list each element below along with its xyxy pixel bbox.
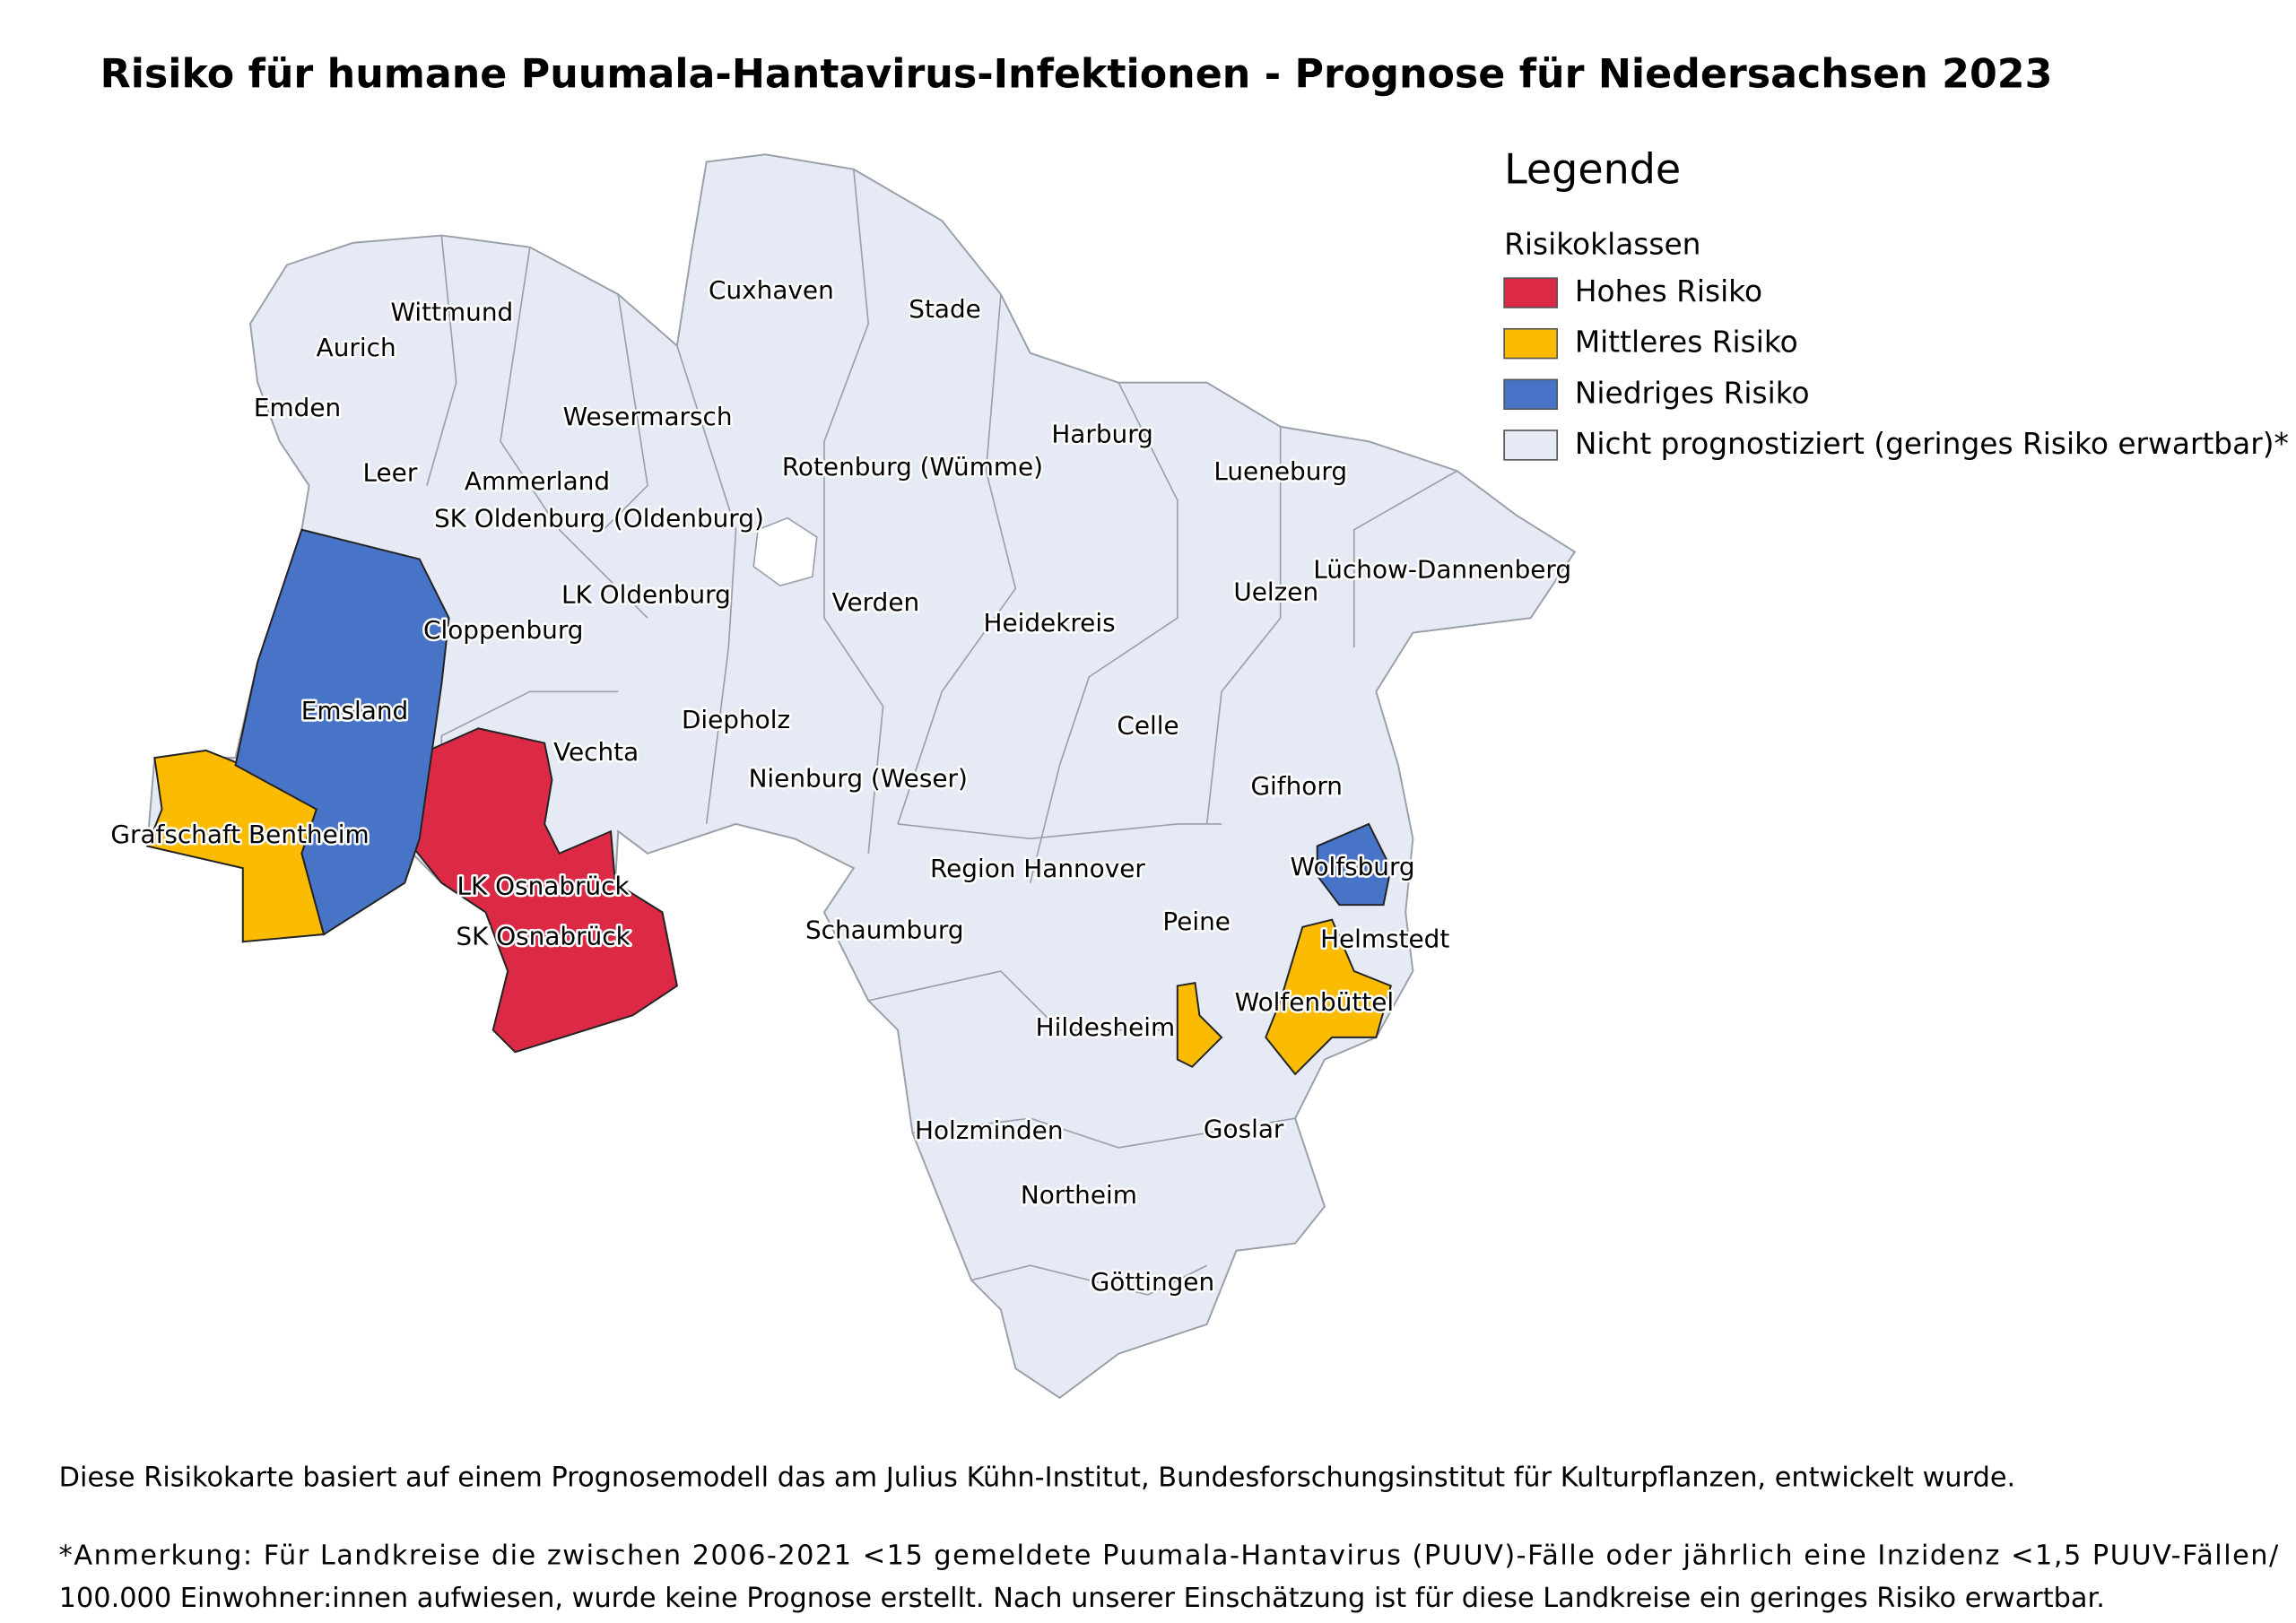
title: Risiko für humane Puumala-Hantavirus-Inf… bbox=[100, 51, 2053, 97]
region-label: Verden bbox=[832, 587, 920, 617]
region-label: LK Oldenburg bbox=[561, 580, 731, 610]
district-border bbox=[912, 1117, 1296, 1149]
district-border bbox=[1029, 382, 1178, 883]
district-border bbox=[897, 294, 1017, 825]
region-label: SK Osnabrück bbox=[456, 921, 631, 950]
region-label: Heidekreis bbox=[983, 608, 1115, 638]
region-label: Gifhorn bbox=[1250, 771, 1343, 801]
legend-label: Nicht prognostiziert (geringes Risiko er… bbox=[1575, 427, 2289, 461]
region-label: Emsland bbox=[301, 696, 408, 725]
region-label: Leer bbox=[362, 457, 417, 487]
district-area bbox=[234, 528, 450, 936]
district-area bbox=[1316, 822, 1392, 907]
district-area bbox=[1176, 982, 1223, 1068]
district-border bbox=[1205, 426, 1282, 825]
region-label: Wesermarsch bbox=[563, 402, 733, 431]
region-label: Goslar bbox=[1204, 1114, 1284, 1143]
region-labels: LK Osnabrück SK Osnabrück Grafschaft Benth… bbox=[109, 273, 1574, 1298]
district-border bbox=[1352, 470, 1458, 648]
legend-swatch bbox=[1503, 430, 1559, 461]
legend-swatch bbox=[1503, 378, 1559, 411]
region-label: Lueneburg bbox=[1213, 456, 1347, 486]
region-label: Northeim bbox=[1021, 1180, 1137, 1210]
legend-swatch bbox=[1503, 277, 1559, 308]
legend-subtitle: Risikoklassen bbox=[1504, 228, 1700, 262]
region-label: Helmstedt bbox=[1320, 924, 1449, 954]
region-label: Ammerland bbox=[465, 466, 610, 496]
footnote-line: *Anmerkung: Für Landkreise die zwischen … bbox=[59, 1541, 2279, 1572]
region-label: Lüchow-Dannenberg bbox=[1313, 555, 1571, 585]
region-label: Stade bbox=[909, 294, 981, 324]
region-label: Grafschaft Bentheim bbox=[110, 820, 369, 849]
district-border bbox=[603, 294, 648, 531]
bremen-gap bbox=[752, 516, 818, 587]
region-label: Aurich bbox=[317, 333, 396, 362]
region-label: Region Hannover bbox=[930, 854, 1145, 883]
region-label: Hildesheim bbox=[1036, 1012, 1176, 1042]
region-label: Rotenburg (Wümme) bbox=[782, 452, 1043, 482]
district-border bbox=[676, 345, 737, 825]
region-label: Emden bbox=[254, 393, 341, 422]
region-label: Diepholz bbox=[682, 705, 790, 734]
district-area bbox=[1265, 918, 1392, 1076]
region-label: Nienburg (Weser) bbox=[749, 764, 968, 794]
region-label: SK Oldenburg (Oldenburg) bbox=[434, 503, 764, 533]
legend-swatch bbox=[1503, 327, 1559, 360]
legend-label: Mittleres Risiko bbox=[1575, 325, 1798, 360]
region-label: Peine bbox=[1162, 907, 1231, 936]
district-border bbox=[868, 970, 1163, 1031]
region-label: Göttingen bbox=[1091, 1267, 1214, 1297]
district-border bbox=[897, 823, 1222, 840]
region-label: LK Osnabrück bbox=[457, 872, 630, 901]
region-label: Schaumburg bbox=[805, 916, 964, 945]
region-label: Wolfsburg bbox=[1291, 852, 1415, 881]
region-label: Wittmund bbox=[390, 298, 513, 327]
region-label: Celle bbox=[1117, 711, 1178, 741]
region-label: Vechta bbox=[553, 737, 639, 767]
region-label: Harburg bbox=[1051, 420, 1153, 449]
legend: Hohes Risiko Mittleres Risiko Niedriges Ri… bbox=[1503, 274, 2289, 461]
legend-label: Niedriges Risiko bbox=[1575, 376, 1810, 410]
region-label: Cloppenburg bbox=[423, 615, 584, 645]
district-border bbox=[823, 169, 884, 854]
district-area bbox=[411, 727, 678, 1054]
district-border bbox=[426, 235, 457, 486]
region-label: Holzminden bbox=[915, 1115, 1063, 1145]
source-note: Diese Risikokarte basiert auf einem Prog… bbox=[59, 1462, 2016, 1494]
district-border bbox=[500, 247, 648, 619]
legend-label: Hohes Risiko bbox=[1575, 274, 1762, 308]
footnote-line: 100.000 Einwohner:innen aufwiesen, wurde… bbox=[59, 1583, 2105, 1614]
district-border bbox=[970, 1264, 1208, 1296]
map-shapes bbox=[145, 153, 1577, 1400]
region-label: Uelzen bbox=[1233, 577, 1318, 606]
region-label: Cuxhaven bbox=[709, 275, 834, 305]
legend-title: Legende bbox=[1504, 144, 1681, 193]
region-label: Wolfenbüttel bbox=[1235, 987, 1394, 1017]
